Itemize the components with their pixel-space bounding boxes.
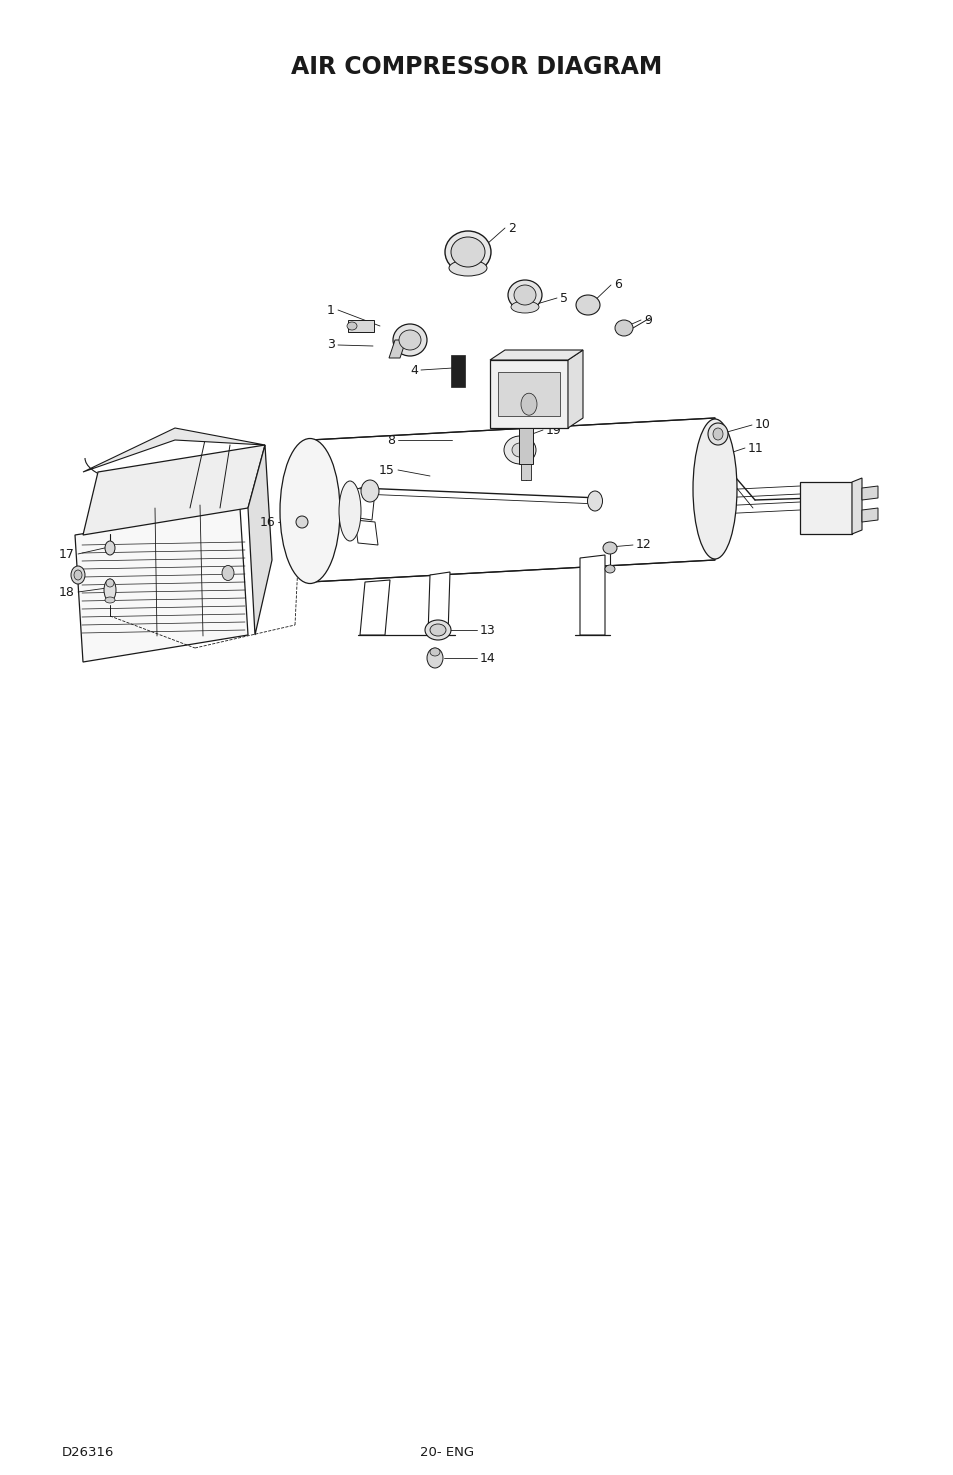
Polygon shape	[355, 521, 377, 544]
Ellipse shape	[295, 516, 308, 528]
Text: 3: 3	[327, 338, 335, 351]
Ellipse shape	[503, 437, 536, 465]
Ellipse shape	[105, 597, 115, 603]
Polygon shape	[83, 428, 265, 472]
Ellipse shape	[520, 394, 537, 414]
Bar	[518, 428, 533, 465]
Polygon shape	[579, 555, 604, 636]
Ellipse shape	[222, 565, 233, 581]
Polygon shape	[389, 341, 406, 358]
Polygon shape	[851, 478, 862, 534]
Ellipse shape	[615, 320, 633, 336]
Polygon shape	[567, 350, 582, 428]
Text: 19: 19	[545, 423, 561, 437]
Text: 16: 16	[259, 515, 274, 528]
Ellipse shape	[449, 260, 486, 276]
Ellipse shape	[444, 232, 491, 273]
Ellipse shape	[604, 565, 615, 572]
Ellipse shape	[347, 322, 356, 330]
Text: 2: 2	[507, 221, 516, 235]
Ellipse shape	[712, 428, 722, 440]
Text: D26316: D26316	[62, 1446, 114, 1459]
Ellipse shape	[576, 295, 599, 316]
Text: 17: 17	[59, 547, 75, 560]
Ellipse shape	[587, 491, 602, 510]
Text: 6: 6	[614, 279, 621, 292]
Text: 20- ENG: 20- ENG	[419, 1446, 474, 1459]
Ellipse shape	[692, 419, 737, 559]
Ellipse shape	[393, 324, 427, 355]
Text: 14: 14	[479, 652, 496, 665]
Text: 1: 1	[327, 304, 335, 317]
Ellipse shape	[507, 280, 541, 310]
Polygon shape	[428, 572, 450, 636]
Text: 11: 11	[747, 441, 763, 454]
Polygon shape	[490, 350, 582, 360]
Bar	[348, 320, 374, 332]
Polygon shape	[83, 445, 265, 535]
Text: 9: 9	[643, 314, 651, 326]
Ellipse shape	[74, 569, 82, 580]
Polygon shape	[862, 507, 877, 522]
Text: 8: 8	[387, 434, 395, 447]
Ellipse shape	[106, 580, 113, 587]
Ellipse shape	[398, 330, 420, 350]
Bar	[497, 372, 559, 416]
Text: 5: 5	[559, 292, 567, 304]
Ellipse shape	[71, 566, 85, 584]
Text: AIR COMPRESSOR DIAGRAM: AIR COMPRESSOR DIAGRAM	[291, 55, 662, 78]
Ellipse shape	[512, 442, 527, 457]
Ellipse shape	[707, 423, 727, 445]
Polygon shape	[352, 488, 375, 521]
Ellipse shape	[424, 620, 451, 640]
Bar	[451, 355, 464, 386]
Text: 13: 13	[479, 624, 496, 637]
Text: 7: 7	[510, 394, 517, 407]
Ellipse shape	[360, 479, 378, 502]
Ellipse shape	[104, 580, 116, 600]
Ellipse shape	[511, 301, 538, 313]
Polygon shape	[310, 417, 714, 583]
Ellipse shape	[430, 624, 446, 636]
Text: 15: 15	[378, 463, 395, 476]
Ellipse shape	[338, 481, 360, 541]
Polygon shape	[75, 507, 248, 662]
Bar	[800, 482, 851, 534]
Text: 10: 10	[754, 419, 770, 432]
Bar	[520, 465, 531, 479]
Text: 18: 18	[59, 586, 75, 599]
Ellipse shape	[280, 438, 339, 584]
Ellipse shape	[451, 237, 484, 267]
Polygon shape	[862, 485, 877, 500]
Polygon shape	[359, 580, 390, 636]
Ellipse shape	[430, 648, 439, 656]
Text: 12: 12	[636, 538, 651, 552]
Ellipse shape	[427, 648, 442, 668]
Ellipse shape	[105, 541, 115, 555]
Polygon shape	[248, 445, 272, 636]
Text: 4: 4	[410, 363, 417, 376]
Ellipse shape	[514, 285, 536, 305]
Ellipse shape	[602, 541, 617, 555]
Bar	[490, 360, 567, 428]
